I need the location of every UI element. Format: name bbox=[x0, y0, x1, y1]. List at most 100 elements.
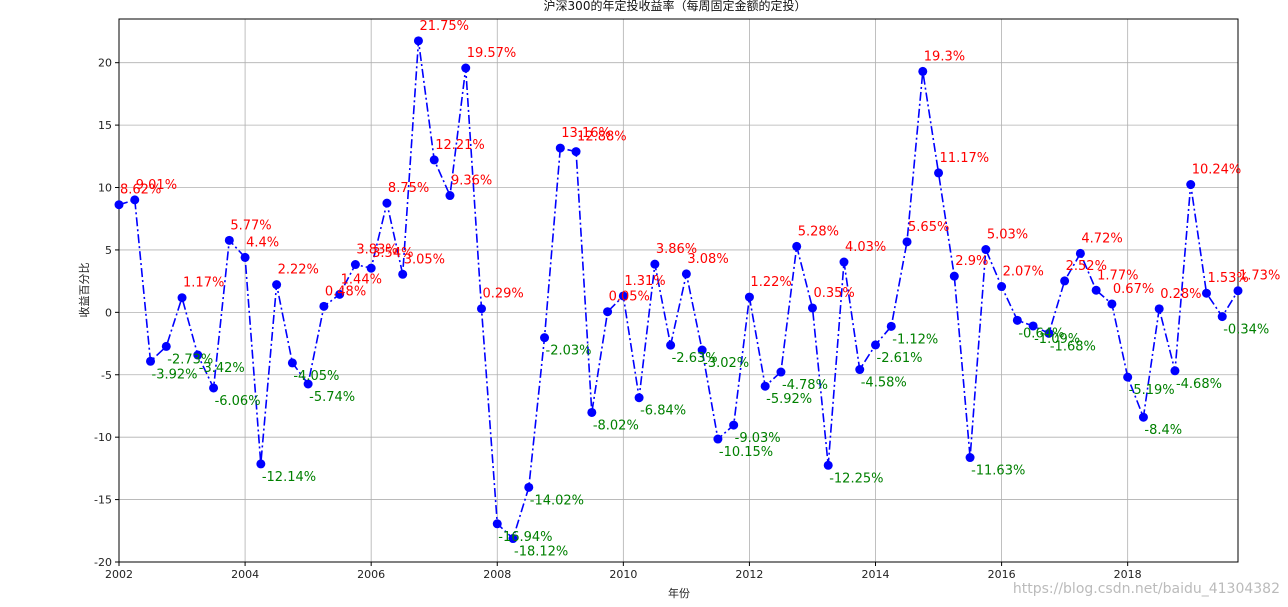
data-label: 4.03% bbox=[845, 240, 886, 255]
data-point bbox=[713, 434, 723, 444]
data-point bbox=[272, 280, 282, 290]
data-label: 5.28% bbox=[798, 224, 839, 239]
data-label: 10.24% bbox=[1192, 163, 1242, 178]
y-tick-label: 10 bbox=[98, 182, 112, 195]
data-point bbox=[303, 379, 313, 389]
series-line bbox=[118, 40, 1239, 540]
data-point bbox=[508, 534, 518, 544]
watermark-text: https://blog.csdn.net/baidu_41304382 bbox=[1013, 581, 1280, 597]
data-label: 4.4% bbox=[246, 235, 279, 250]
data-label: -9.03% bbox=[735, 431, 781, 446]
data-label: 3.08% bbox=[687, 252, 728, 267]
data-point bbox=[429, 155, 439, 165]
data-label: -1.09% bbox=[1034, 332, 1080, 347]
data-point bbox=[823, 460, 833, 470]
y-tick-label: -15 bbox=[94, 494, 112, 507]
data-label: 0.28% bbox=[1160, 287, 1201, 302]
data-label: -10.15% bbox=[719, 445, 773, 460]
data-point bbox=[1060, 276, 1070, 286]
data-label: -1.12% bbox=[892, 332, 938, 347]
data-point bbox=[981, 245, 991, 255]
data-label: -8.4% bbox=[1144, 423, 1182, 438]
data-label: 0.48% bbox=[325, 284, 366, 299]
x-tick-label: 2004 bbox=[231, 568, 259, 581]
y-tick-label: -5 bbox=[101, 369, 112, 382]
data-point bbox=[634, 393, 644, 403]
data-point bbox=[476, 304, 486, 314]
data-label: -1.68% bbox=[1050, 339, 1096, 354]
data-label: 3.05% bbox=[404, 252, 445, 267]
data-point bbox=[729, 420, 739, 430]
data-point bbox=[209, 383, 219, 393]
data-point bbox=[697, 345, 707, 355]
data-point bbox=[997, 282, 1007, 292]
data-point bbox=[555, 143, 565, 153]
data-point bbox=[224, 235, 234, 245]
data-label: 8.75% bbox=[388, 181, 429, 196]
x-tick-label: 2012 bbox=[735, 568, 763, 581]
data-label: 2.07% bbox=[1003, 265, 1044, 280]
data-label: -18.12% bbox=[514, 545, 568, 560]
data-label: 1.44% bbox=[341, 272, 382, 287]
data-label: -4.05% bbox=[293, 369, 339, 384]
data-label: 11.17% bbox=[940, 151, 990, 166]
data-label: -16.94% bbox=[498, 530, 552, 545]
data-point bbox=[839, 257, 849, 267]
data-point bbox=[319, 301, 329, 311]
data-point bbox=[366, 263, 376, 273]
data-point bbox=[603, 307, 613, 317]
data-label: -3.42% bbox=[199, 361, 245, 376]
data-label: 8.62% bbox=[120, 183, 161, 198]
data-label: 12.21% bbox=[435, 138, 485, 153]
data-point bbox=[492, 519, 502, 529]
data-label: -8.02% bbox=[593, 418, 639, 433]
data-point bbox=[1107, 299, 1117, 309]
x-tick-label: 2016 bbox=[988, 568, 1016, 581]
data-point bbox=[1217, 312, 1227, 322]
data-point bbox=[240, 252, 250, 262]
y-tick-label: -20 bbox=[94, 556, 112, 569]
data-point bbox=[807, 303, 817, 313]
data-point bbox=[681, 269, 691, 279]
data-point bbox=[618, 291, 628, 301]
data-point bbox=[965, 453, 975, 463]
data-point bbox=[760, 381, 770, 391]
data-point bbox=[934, 168, 944, 178]
data-label: 1.53% bbox=[1207, 271, 1248, 286]
data-point bbox=[744, 292, 754, 302]
data-label: -2.03% bbox=[546, 344, 592, 359]
data-point bbox=[524, 482, 534, 492]
data-label: -2.61% bbox=[877, 351, 923, 366]
data-point bbox=[1012, 315, 1022, 325]
x-tick-label: 2008 bbox=[483, 568, 511, 581]
data-label: 0.29% bbox=[482, 287, 523, 302]
data-label: -11.63% bbox=[971, 464, 1025, 479]
data-label: 9.36% bbox=[451, 174, 492, 189]
y-tick-label: 5 bbox=[105, 244, 112, 257]
data-point bbox=[114, 200, 124, 210]
data-point bbox=[146, 356, 156, 366]
data-label: 5.65% bbox=[908, 220, 949, 235]
data-label: 5.03% bbox=[987, 228, 1028, 243]
data-point bbox=[855, 365, 865, 375]
data-point bbox=[256, 459, 266, 469]
data-labels: 8.62%9.01% -3.92%-2.73% 1.17% -3.42% -6.06% 5… bbox=[120, 19, 1280, 560]
data-label: -6.84% bbox=[640, 404, 686, 419]
x-axis-title: 年份 bbox=[668, 586, 690, 600]
data-label: -5.19% bbox=[1129, 383, 1175, 398]
data-point bbox=[650, 259, 660, 269]
data-point bbox=[949, 271, 959, 281]
data-point bbox=[1233, 286, 1243, 296]
data-point bbox=[1154, 304, 1164, 314]
data-point bbox=[413, 36, 423, 46]
data-point bbox=[193, 350, 203, 360]
data-point bbox=[1186, 180, 1196, 190]
data-label: 1.22% bbox=[750, 275, 791, 290]
y-tick-label: 20 bbox=[98, 57, 112, 70]
y-tick-label: 0 bbox=[105, 306, 112, 319]
data-point bbox=[161, 341, 171, 351]
data-label: -3.92% bbox=[152, 367, 198, 382]
data-label: 4.72% bbox=[1081, 231, 1122, 246]
data-label: -2.73% bbox=[167, 352, 213, 367]
